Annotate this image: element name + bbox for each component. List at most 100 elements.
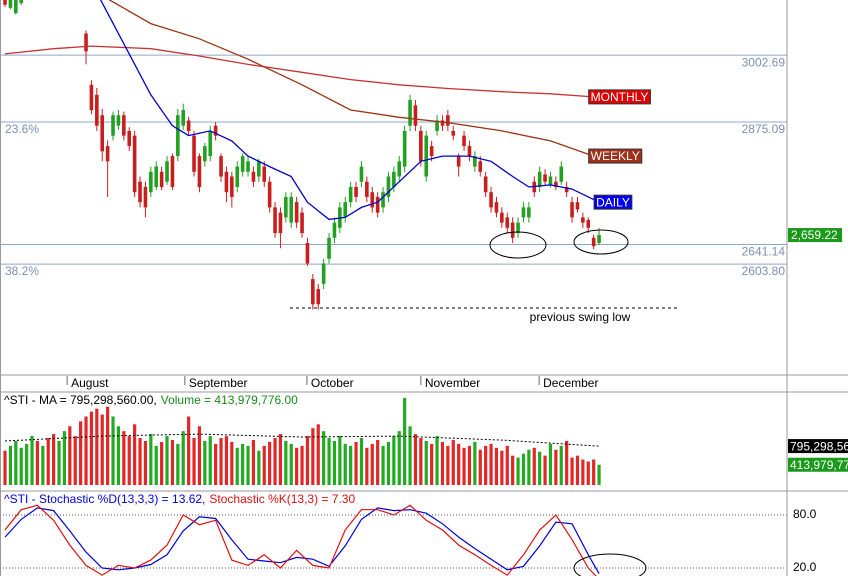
volume-bar — [592, 459, 596, 485]
volume-bar — [95, 408, 99, 485]
candle-body — [186, 120, 191, 131]
candle-body — [386, 176, 391, 197]
candle-body — [478, 161, 483, 172]
candle-body — [294, 202, 299, 223]
stochastic-line — [4, 504, 597, 576]
candle-body — [591, 237, 596, 247]
candle-body — [176, 115, 180, 157]
volume-bar — [133, 424, 137, 485]
candle-body — [527, 207, 531, 218]
volume-bar — [403, 397, 407, 485]
candle-body — [332, 222, 337, 238]
volume-bar — [538, 451, 542, 485]
candle-body — [327, 237, 331, 259]
volume-bar — [149, 434, 153, 485]
candle-body — [500, 212, 504, 223]
volume-ma-label: ^STI - MA = 795,298,560.00, — [4, 393, 157, 407]
moving-average — [108, 0, 594, 157]
candle-body — [165, 161, 169, 182]
volume-bar — [187, 416, 191, 485]
volume-bar — [224, 436, 229, 485]
volume-bar — [343, 443, 347, 485]
candle-body — [213, 125, 218, 136]
candle-body — [397, 161, 402, 177]
volume-bar — [57, 440, 61, 485]
volume-bar — [241, 443, 245, 485]
candle-body — [170, 156, 175, 187]
volume-bar — [89, 411, 94, 485]
candle-body — [289, 196, 294, 223]
candle-body — [122, 115, 126, 136]
candle-body — [419, 130, 423, 162]
volume-bar — [370, 443, 374, 485]
volume-bar — [376, 439, 380, 485]
volume-bar — [408, 426, 412, 485]
volume-bar — [397, 431, 401, 485]
volume-bar — [84, 416, 88, 485]
candle-body — [370, 192, 375, 208]
volume-bar — [192, 438, 196, 485]
volume-bar — [386, 441, 391, 485]
candle-body — [19, 0, 24, 4]
stoch-d-label: ^STI - Stochastic %D(13,3,3) = 13.62, — [4, 492, 205, 506]
candle-body — [230, 176, 234, 197]
volume-bar — [278, 434, 283, 485]
volume-bar — [165, 436, 169, 485]
volume-bar — [559, 445, 563, 485]
volume-bar — [230, 441, 234, 485]
y-tick-label: 3002.69 — [742, 55, 786, 69]
candle-body — [3, 0, 7, 5]
last-value-box — [788, 457, 848, 472]
candle-body — [181, 109, 186, 126]
annotation: previous swing low — [530, 310, 631, 324]
volume-bar — [430, 443, 434, 485]
volume-bar — [532, 447, 536, 485]
volume-title: ^STI - MA = 795,298,560.00, Volume = 413,… — [4, 393, 298, 407]
y-tick-label: 2641.14 — [742, 245, 786, 259]
candle-body — [219, 156, 223, 177]
candle-body — [365, 181, 369, 197]
volume-bar — [575, 455, 580, 485]
candle-body — [521, 207, 526, 218]
last-value-box — [788, 439, 848, 454]
last-price-box — [788, 228, 842, 243]
last-value-label: 795,298,560.00 — [790, 439, 848, 453]
candle-body — [467, 146, 472, 157]
candle-body — [14, 0, 18, 14]
candle-body — [451, 130, 456, 136]
volume-bar — [30, 436, 34, 485]
volume-bar — [381, 445, 385, 485]
volume-bar — [19, 447, 23, 485]
volume-bar — [295, 447, 299, 485]
candle-body — [89, 84, 94, 110]
volume-bar — [106, 406, 110, 485]
candle-body — [354, 186, 358, 197]
candle-body — [208, 130, 213, 157]
volume-bar — [440, 441, 445, 485]
candle-body — [262, 166, 267, 182]
candle-body — [321, 263, 326, 284]
volume-bar — [505, 445, 509, 485]
highlight-ellipse — [573, 229, 629, 255]
volume-bar — [543, 455, 547, 485]
candle-body — [192, 135, 196, 172]
volume-bar — [52, 434, 56, 485]
volume-bar — [462, 447, 466, 485]
volume-bar — [451, 439, 455, 485]
volume-bar — [581, 459, 585, 485]
volume-bar — [41, 445, 45, 485]
legend-box — [588, 89, 651, 105]
candle-body — [84, 33, 88, 52]
candle-body — [267, 181, 272, 208]
x-tick-label: December — [543, 376, 598, 390]
volume-bar — [154, 445, 158, 485]
candle-body — [197, 156, 202, 187]
volume-bar — [597, 464, 601, 485]
highlight-ellipse — [573, 553, 647, 576]
candle-body — [375, 196, 380, 213]
volume-bar — [586, 461, 590, 485]
volume-bar — [516, 457, 520, 485]
candle-body — [381, 192, 385, 208]
candle-body — [311, 279, 315, 305]
legend-label: MONTHLY — [591, 90, 649, 104]
